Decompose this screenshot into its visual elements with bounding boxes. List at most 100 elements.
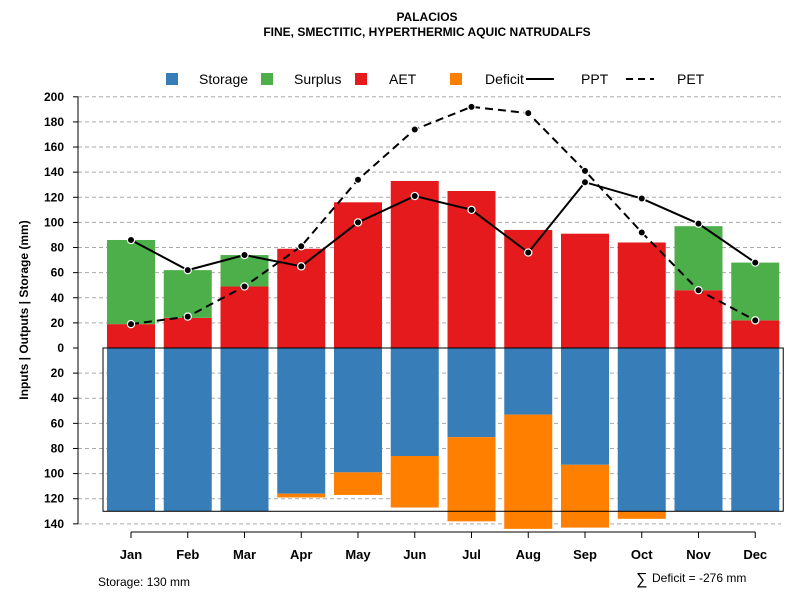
legend-swatch: [166, 73, 178, 85]
bar-aet: [617, 242, 666, 348]
chart-subtitle: FINE, SMECTITIC, HYPERTHERMIC AQUIC NATR…: [263, 25, 590, 39]
ppt-point: [694, 219, 703, 228]
ppt-point: [524, 248, 533, 257]
bar-storage: [390, 348, 439, 457]
bar-deficit: [617, 511, 666, 519]
bar-aet: [220, 286, 269, 348]
x-tick-label: May: [345, 547, 371, 562]
x-tick-label: Nov: [686, 547, 711, 562]
bar-aet: [674, 290, 723, 348]
legend-label: Deficit: [485, 71, 524, 87]
legend-swatch: [450, 73, 462, 85]
y-tick-label: 180: [44, 115, 64, 129]
y-tick-label: 40: [51, 291, 65, 305]
legend-swatch: [261, 73, 273, 85]
pet-point: [240, 282, 249, 291]
y-tick-label: 60: [51, 266, 65, 280]
bar-surplus: [674, 226, 723, 291]
bar-storage: [107, 348, 155, 512]
ppt-point: [183, 265, 192, 275]
pet-point: [353, 175, 363, 184]
y-tick-label: 120: [44, 190, 64, 204]
x-tick-label: Oct: [631, 547, 653, 562]
y-tick-label: 40: [51, 391, 65, 405]
ppt-point: [353, 218, 363, 227]
lines: [126, 102, 760, 329]
bar-storage: [447, 348, 496, 438]
ppt-point: [637, 194, 646, 203]
legend-label: PET: [677, 71, 705, 87]
legend-label: Surplus: [294, 71, 341, 87]
ppt-point: [751, 258, 760, 267]
bar-deficit: [277, 493, 326, 498]
bar-aet: [390, 180, 439, 348]
ppt-point: [580, 178, 590, 187]
y-axis-label: Inputs | Outputs | Storage (mm): [17, 220, 31, 399]
y-tick-label: 140: [44, 165, 64, 179]
x-tick-label: Jun: [403, 547, 426, 562]
y-tick-label: 160: [44, 140, 64, 154]
bar-storage: [731, 348, 780, 512]
pet-point: [297, 242, 306, 251]
y-tick-label: 200: [44, 90, 64, 104]
x-tick-label: Jan: [120, 547, 142, 562]
x-tick-label: Mar: [233, 547, 256, 562]
bar-aet: [163, 317, 212, 348]
legend: Storage Surplus AET Deficit PPT PET: [166, 71, 705, 87]
ppt-point: [467, 205, 476, 215]
bar-storage: [561, 348, 609, 465]
bar-storage: [617, 348, 666, 512]
bar-storage: [277, 348, 326, 494]
bar-storage: [163, 348, 212, 512]
y-tick-label: 80: [51, 441, 65, 455]
ppt-line: [130, 181, 756, 272]
y-tick-label: 140: [44, 517, 64, 531]
bar-storage: [504, 348, 553, 415]
deficit-footer: Deficit = -276 mm: [652, 571, 746, 585]
x-tick-label: Jul: [462, 547, 481, 562]
y-tick-label: 80: [51, 241, 65, 255]
sum-symbol: ∑: [636, 571, 647, 588]
bar-storage: [220, 348, 269, 512]
bar-aet: [447, 191, 496, 348]
ppt-point: [297, 262, 306, 271]
bar-surplus: [107, 239, 155, 325]
bar-storage: [334, 348, 382, 473]
x-tick-label: Feb: [176, 547, 199, 562]
y-axis: 2001801601401201008060402002040608010012…: [44, 90, 79, 531]
pet-point: [410, 125, 419, 134]
y-tick-label: 20: [51, 316, 65, 330]
pet-point: [580, 166, 590, 176]
y-tick-label: 20: [51, 366, 65, 380]
ppt-point: [126, 235, 136, 245]
y-tick-label: 100: [44, 215, 64, 229]
pet-line: [130, 105, 756, 326]
storage-footer: Storage: 130 mm: [98, 575, 190, 589]
y-tick-label: 60: [51, 416, 65, 430]
pet-point: [694, 286, 703, 295]
legend-label: PPT: [581, 71, 609, 87]
legend-swatch: [355, 73, 367, 85]
pet-point: [467, 102, 476, 112]
legend-label: Storage: [199, 71, 248, 87]
pet-point: [637, 228, 646, 237]
x-tick-label: Aug: [516, 547, 541, 562]
bar-deficit: [447, 437, 496, 522]
x-axis: Jan Feb Mar Apr May Jun Jul Aug Sep Oct Nov Dec: [120, 531, 767, 562]
y-tick-label: 0: [57, 341, 64, 355]
y-tick-label: 120: [44, 492, 64, 506]
chart-title: PALACIOS: [396, 10, 457, 24]
x-tick-label: Dec: [743, 547, 767, 562]
pet-point: [524, 108, 533, 118]
bar-surplus: [731, 262, 780, 321]
bars: [102, 180, 784, 529]
legend-label: AET: [389, 71, 417, 87]
bar-deficit: [334, 472, 382, 495]
bar-aet: [504, 229, 553, 348]
pet-point: [126, 319, 136, 329]
bar-aet: [107, 324, 155, 348]
x-tick-label: Apr: [290, 547, 312, 562]
bar-deficit: [561, 464, 609, 528]
x-tick-label: Sep: [573, 547, 597, 562]
